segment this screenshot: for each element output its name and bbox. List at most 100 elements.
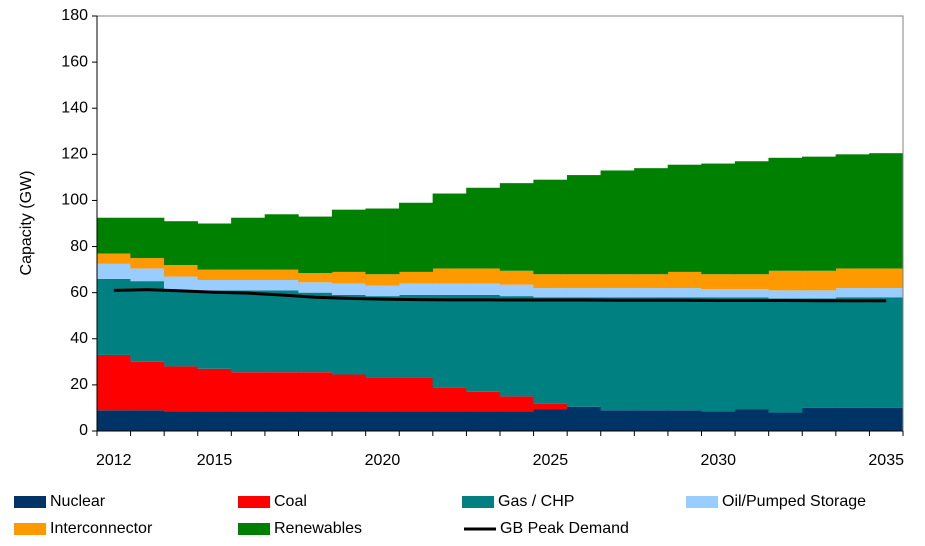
x-tick-label: 2012 [96, 452, 132, 469]
bar-segment [197, 290, 232, 369]
bar-segment [802, 407, 837, 431]
legend-label: Interconnector [50, 520, 153, 537]
bar-segment [499, 270, 534, 285]
bar-segment [802, 156, 837, 271]
bar-segment [298, 292, 333, 373]
bar-segment [96, 253, 131, 264]
bar-segment [734, 289, 769, 298]
bar-segment [802, 298, 837, 408]
bar-segment [130, 361, 165, 411]
bar-segment [734, 409, 769, 431]
legend-swatch [238, 523, 270, 535]
bar-segment [566, 288, 601, 298]
bar-segment [96, 410, 131, 431]
bar-segment [499, 183, 534, 271]
bar-segment [533, 288, 568, 298]
bar-segment [466, 294, 501, 392]
bar-segment [264, 269, 299, 280]
bar-segment [432, 268, 467, 284]
bar-segment [231, 217, 266, 270]
bar-segment [365, 296, 400, 378]
bar-segment [399, 202, 434, 272]
x-tick-label: 2025 [533, 452, 569, 469]
y-axis-label: Capacity (GW) [18, 171, 35, 276]
legend-label: Renewables [274, 520, 362, 537]
legend-swatch [14, 523, 46, 535]
bar-segment [365, 208, 400, 275]
bar-segment [533, 403, 568, 410]
y-tick-label: 80 [70, 238, 88, 255]
bar-segment [768, 412, 803, 431]
bar-segment [264, 411, 299, 431]
bar-segment [533, 179, 568, 275]
y-tick-label: 60 [70, 284, 88, 301]
legend-swatch [462, 496, 494, 508]
bar-segment [701, 274, 736, 290]
bar-segment [701, 411, 736, 431]
bar-segment [163, 221, 198, 265]
bar-segment [566, 297, 601, 407]
bar-segment [231, 279, 266, 291]
bar-segment [734, 161, 769, 275]
bar-segment [835, 154, 870, 269]
line [113, 288, 887, 303]
y-tick-label: 20 [70, 376, 88, 393]
bar-segment [734, 297, 769, 410]
bar-segment [130, 268, 165, 282]
bar-segment [197, 269, 232, 280]
bar-segment [835, 407, 870, 431]
bar-segment [231, 411, 266, 431]
bar-segment [466, 411, 501, 431]
bar-segment [365, 377, 400, 412]
bar-segment [331, 209, 366, 272]
bar-segment [869, 297, 904, 408]
bar-segment [533, 297, 568, 404]
bar-segment [264, 372, 299, 412]
y-tick-label: 160 [61, 53, 88, 70]
bar-segment [331, 271, 366, 284]
bar-segment [634, 274, 669, 289]
bar-segment [264, 214, 299, 270]
bar-segment [634, 288, 669, 298]
bar-segment [533, 274, 568, 289]
bar-segment [566, 175, 601, 275]
bar-segment [331, 374, 366, 412]
bar-segment [96, 354, 131, 411]
bar-segment [298, 216, 333, 274]
bar-segment [600, 410, 635, 431]
bar-segment [466, 391, 501, 412]
x-tick-label: 2015 [197, 452, 233, 469]
bar-segment [835, 297, 870, 408]
bar-segment [399, 283, 434, 295]
bar-segment [802, 290, 837, 299]
bar-segment [298, 372, 333, 412]
bar-segment [600, 170, 635, 275]
bar-segment [432, 387, 467, 412]
bar-segment [600, 274, 635, 289]
legend-label: Gas / CHP [498, 493, 574, 510]
bar-segment [130, 410, 165, 431]
bar-segment [130, 258, 165, 269]
bar-segment [566, 274, 601, 289]
bar-segment [163, 290, 198, 367]
bar-segment [399, 271, 434, 284]
bar-segment [667, 164, 702, 272]
bar-segment [701, 289, 736, 298]
bar-segment [130, 281, 165, 362]
bar-segment [365, 411, 400, 431]
bar-segment [432, 411, 467, 431]
bar-segment [163, 265, 198, 277]
bar-segment [298, 282, 333, 293]
bar-segment [331, 283, 366, 295]
bar-segment [701, 297, 736, 412]
bar-segment [163, 366, 198, 412]
bar-segment [231, 372, 266, 412]
bar-segment [734, 274, 769, 290]
bar-segment [701, 163, 736, 275]
legend-label: GB Peak Demand [500, 520, 629, 537]
bar-segment [499, 411, 534, 431]
bar-segment [667, 271, 702, 289]
bar-segment [163, 276, 198, 291]
y-tick-label: 140 [61, 99, 88, 116]
